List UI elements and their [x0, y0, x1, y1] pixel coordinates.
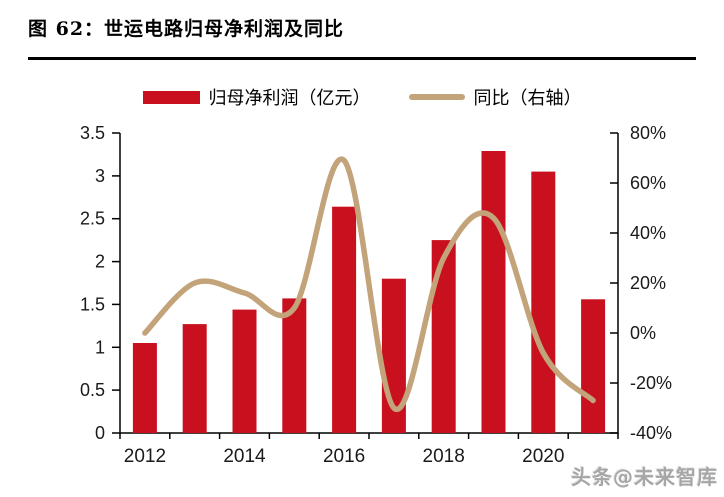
x-axis-label: 2018 [423, 446, 465, 467]
legend-label-yoy: 同比（右轴） [473, 88, 582, 109]
legend-item-yoy: 同比（右轴） [408, 84, 582, 110]
bar-2018 [431, 240, 456, 433]
bar-2014 [232, 309, 257, 433]
left-axis-tick-label: 1.5 [80, 294, 105, 314]
chart-legend: 归母净利润（亿元） 同比（右轴） [0, 84, 724, 110]
left-axis-tick-label: 3.5 [80, 123, 105, 143]
left-axis-tick-label: 0 [95, 423, 105, 443]
yoy-line [142, 156, 596, 413]
bar-2016 [332, 206, 357, 433]
left-axis-tick-label: 2.5 [80, 209, 105, 229]
bar-2015 [282, 298, 307, 433]
x-axis-label: 2020 [522, 446, 564, 467]
bar-series-swatch [142, 90, 200, 104]
left-axis-tick-label: 2 [95, 252, 105, 272]
left-axis-tick-label: 3 [95, 166, 105, 186]
watermark: 头条@未来智库 [571, 465, 718, 489]
bar-2013 [182, 324, 207, 433]
bar-2019 [481, 151, 506, 433]
figure-title: 图 62：世运电路归母净利润及同比 [28, 18, 345, 40]
right-axis-tick-label: 40% [630, 223, 666, 243]
legend-label-net-profit: 归母净利润（亿元） [208, 88, 371, 109]
title-divider [28, 57, 696, 60]
bar-2012 [132, 343, 157, 433]
x-axis-label: 2014 [223, 446, 266, 467]
line-series-swatch [408, 94, 465, 100]
right-axis-tick-label: 20% [630, 273, 666, 293]
right-axis-tick-label: 60% [630, 173, 666, 193]
bar-2021 [581, 299, 606, 433]
right-axis-tick-label: 0% [630, 323, 656, 343]
right-axis-tick-label: -20% [630, 373, 672, 393]
left-axis-tick-label: 1 [95, 337, 105, 357]
left-axis-tick-label: 0.5 [80, 380, 105, 400]
right-axis-tick-label: -40% [630, 423, 672, 443]
x-axis-label: 2012 [124, 446, 166, 467]
x-axis-label: 2016 [323, 446, 365, 467]
right-axis-tick-label: 80% [630, 123, 666, 143]
legend-item-net-profit: 归母净利润（亿元） [142, 84, 371, 110]
bar-2020 [531, 171, 556, 433]
